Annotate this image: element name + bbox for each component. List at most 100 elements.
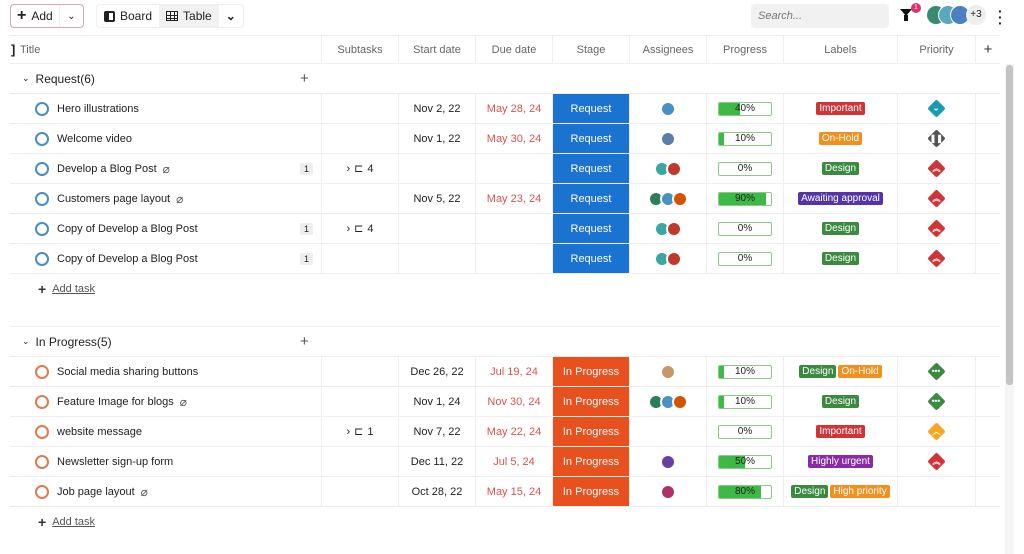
add-dropdown-chevron-icon[interactable]: ⌄ bbox=[67, 10, 76, 22]
label-badge[interactable]: On-Hold bbox=[838, 365, 882, 378]
priority-cell[interactable]: ︽ bbox=[898, 214, 976, 243]
add-task-button[interactable]: + Add task bbox=[10, 274, 1000, 304]
table-row[interactable]: Newsletter sign-up form Dec 11, 22 Jul 5, … bbox=[10, 447, 1000, 477]
priority-cell[interactable]: ••• bbox=[898, 387, 976, 416]
task-title[interactable]: Social media sharing buttons bbox=[57, 365, 199, 378]
assignees-cell[interactable] bbox=[630, 417, 707, 446]
stage-badge[interactable]: In Progress bbox=[553, 387, 629, 416]
status-circle-icon[interactable] bbox=[35, 364, 49, 379]
avatar[interactable] bbox=[666, 160, 682, 177]
assignees-cell[interactable] bbox=[630, 184, 707, 213]
task-title[interactable]: Copy of Develop a Blog Post bbox=[57, 252, 198, 265]
progress-cell[interactable]: 10% bbox=[707, 357, 784, 386]
avatar[interactable] bbox=[666, 250, 682, 267]
status-circle-icon[interactable] bbox=[35, 221, 49, 236]
due-date-cell[interactable]: May 15, 24 bbox=[476, 477, 553, 506]
table-row[interactable]: Welcome video Nov 1, 22 May 30, 24 Request 1… bbox=[10, 124, 1000, 154]
labels-cell[interactable]: Highly urgent bbox=[784, 447, 898, 476]
status-circle-icon[interactable] bbox=[35, 131, 49, 146]
normal-priority-icon[interactable]: ••• bbox=[927, 392, 946, 411]
col-stage[interactable]: Stage bbox=[553, 36, 630, 63]
title-cell[interactable]: Job page layout ⌀ bbox=[10, 477, 322, 506]
task-title[interactable]: website message bbox=[57, 425, 142, 438]
start-date-cell[interactable] bbox=[399, 154, 476, 183]
status-circle-icon[interactable] bbox=[35, 191, 49, 206]
subtasks-cell[interactable] bbox=[322, 447, 399, 476]
title-cell[interactable]: Welcome video bbox=[10, 124, 322, 153]
progress-cell[interactable]: 0% bbox=[707, 154, 784, 183]
due-date-cell[interactable]: Jul 19, 24 bbox=[476, 357, 553, 386]
subtasks-cell[interactable]: › ⊏ 4 bbox=[322, 154, 399, 183]
start-date-cell[interactable]: Oct 28, 22 bbox=[399, 477, 476, 506]
assignees-cell[interactable] bbox=[630, 154, 707, 183]
col-due-date[interactable]: Due date bbox=[476, 36, 553, 63]
priority-cell[interactable]: ︽ bbox=[898, 154, 976, 183]
title-cell[interactable]: website message bbox=[10, 417, 322, 446]
stage-badge[interactable]: In Progress bbox=[553, 417, 629, 446]
col-priority[interactable]: Priority bbox=[898, 36, 976, 63]
start-date-cell[interactable]: Nov 1, 22 bbox=[399, 124, 476, 153]
add-column-button[interactable]: + bbox=[983, 41, 993, 58]
due-date-cell[interactable]: May 23, 24 bbox=[476, 184, 553, 213]
view-board[interactable]: Board bbox=[97, 5, 159, 27]
status-circle-icon[interactable] bbox=[35, 454, 49, 469]
title-cell[interactable]: Copy of Develop a Blog Post 1 bbox=[10, 244, 322, 273]
low-priority-icon[interactable]: ⌄ bbox=[927, 99, 946, 118]
subtasks-cell[interactable] bbox=[322, 124, 399, 153]
avatar[interactable] bbox=[660, 100, 676, 117]
label-badge[interactable]: Design bbox=[821, 162, 860, 175]
assignees-cell[interactable] bbox=[630, 357, 707, 386]
status-circle-icon[interactable] bbox=[35, 424, 49, 439]
labels-cell[interactable]: Design bbox=[784, 214, 898, 243]
status-circle-icon[interactable] bbox=[35, 394, 49, 409]
start-date-cell[interactable]: Nov 2, 22 bbox=[399, 94, 476, 123]
label-badge[interactable]: Awaiting approval bbox=[798, 192, 883, 205]
labels-cell[interactable]: Important bbox=[784, 94, 898, 123]
table-row[interactable]: Customers page layout ⌀ Nov 5, 22 May 23, 2… bbox=[10, 184, 1000, 214]
col-labels[interactable]: Labels bbox=[784, 36, 898, 63]
task-title[interactable]: Feature Image for blogs bbox=[57, 395, 174, 408]
stage-badge[interactable]: Request bbox=[553, 94, 629, 123]
paused-priority-icon[interactable]: ❚❚ bbox=[927, 129, 946, 148]
stage-badge[interactable]: Request bbox=[553, 154, 629, 183]
progress-cell[interactable]: 0% bbox=[707, 417, 784, 446]
due-date-cell[interactable]: May 30, 24 bbox=[476, 124, 553, 153]
task-title[interactable]: Welcome video bbox=[57, 132, 132, 145]
avatar[interactable] bbox=[666, 220, 682, 237]
task-title[interactable]: Newsletter sign-up form bbox=[57, 455, 174, 468]
task-title[interactable]: Develop a Blog Post bbox=[57, 162, 157, 175]
table-row[interactable]: Copy of Develop a Blog Post 1 Request 0% Des… bbox=[10, 244, 1000, 274]
status-circle-icon[interactable] bbox=[35, 484, 49, 499]
stage-badge[interactable]: Request bbox=[553, 214, 629, 243]
start-date-cell[interactable]: Nov 1, 24 bbox=[399, 387, 476, 416]
subtasks-cell[interactable] bbox=[322, 94, 399, 123]
table-row[interactable]: Feature Image for blogs ⌀ Nov 1, 24 Nov 30,… bbox=[10, 387, 1000, 417]
avatar[interactable] bbox=[660, 453, 676, 470]
stage-badge[interactable]: Request bbox=[553, 244, 629, 273]
due-date-cell[interactable] bbox=[476, 154, 553, 183]
high-priority-icon[interactable]: ︽ bbox=[927, 249, 946, 268]
progress-cell[interactable]: 0% bbox=[707, 214, 784, 243]
subtasks-cell[interactable]: › ⊏ 1 bbox=[322, 417, 399, 446]
avatar[interactable] bbox=[672, 393, 688, 410]
progress-cell[interactable]: 50% bbox=[707, 447, 784, 476]
stage-cell[interactable]: Request bbox=[553, 214, 630, 243]
stage-cell[interactable]: In Progress bbox=[553, 357, 630, 386]
labels-cell[interactable]: Design On-Hold bbox=[784, 357, 898, 386]
chevron-down-icon[interactable]: ⌄ bbox=[22, 336, 30, 346]
task-title[interactable]: Hero illustrations bbox=[57, 102, 139, 115]
start-date-cell[interactable] bbox=[399, 214, 476, 243]
high-priority-icon[interactable]: ︽ bbox=[927, 219, 946, 238]
subtasks-cell[interactable] bbox=[322, 244, 399, 273]
start-date-cell[interactable]: Dec 26, 22 bbox=[399, 357, 476, 386]
more-members[interactable]: +3 bbox=[966, 5, 986, 25]
progress-cell[interactable]: 40% bbox=[707, 94, 784, 123]
normal-priority-icon[interactable]: ••• bbox=[927, 362, 946, 381]
team-avatars[interactable]: +3 bbox=[926, 5, 986, 25]
progress-cell[interactable]: 0% bbox=[707, 244, 784, 273]
priority-cell[interactable] bbox=[898, 477, 976, 506]
task-title[interactable]: Copy of Develop a Blog Post bbox=[57, 222, 198, 235]
table-row[interactable]: Social media sharing buttons Dec 26, 22 Ju… bbox=[10, 357, 1000, 387]
due-date-cell[interactable]: Nov 30, 24 bbox=[476, 387, 553, 416]
label-badge[interactable]: Design bbox=[821, 252, 860, 265]
